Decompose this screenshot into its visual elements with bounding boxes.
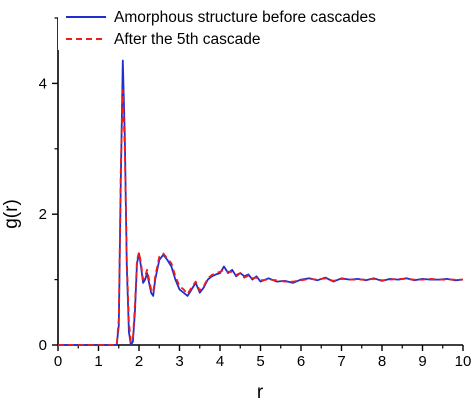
y-tick-label: 4 bbox=[39, 75, 47, 92]
legend: Amorphous structure before cascades Afte… bbox=[58, 4, 452, 50]
y-tick-label: 2 bbox=[39, 206, 47, 223]
legend-label-amorphous: Amorphous structure before cascades bbox=[114, 9, 376, 26]
x-tick-label: 4 bbox=[216, 353, 224, 370]
x-axis-label: r bbox=[257, 382, 264, 403]
x-tick-label: 1 bbox=[94, 353, 102, 370]
y-axis-label: g(r) bbox=[1, 199, 22, 229]
legend-box bbox=[58, 4, 452, 50]
plot-lines bbox=[58, 59, 464, 346]
x-tick-label: 3 bbox=[175, 353, 183, 370]
series-line-1 bbox=[58, 89, 463, 346]
x-tick-label: 9 bbox=[418, 353, 426, 370]
x-tick-label: 6 bbox=[297, 353, 305, 370]
x-tick-label: 0 bbox=[54, 353, 62, 370]
x-tick-label: 10 bbox=[455, 353, 472, 370]
y-tick-label: 0 bbox=[39, 337, 47, 354]
x-tick-label: 7 bbox=[337, 353, 345, 370]
legend-label-after-cascade: After the 5th cascade bbox=[114, 31, 260, 48]
x-tick-label: 5 bbox=[256, 353, 264, 370]
x-tick-label: 2 bbox=[135, 353, 143, 370]
axes: 0 1 2 3 4 5 6 7 8 9 10 0 2 4 bbox=[39, 17, 472, 370]
x-tick-label: 8 bbox=[378, 353, 386, 370]
